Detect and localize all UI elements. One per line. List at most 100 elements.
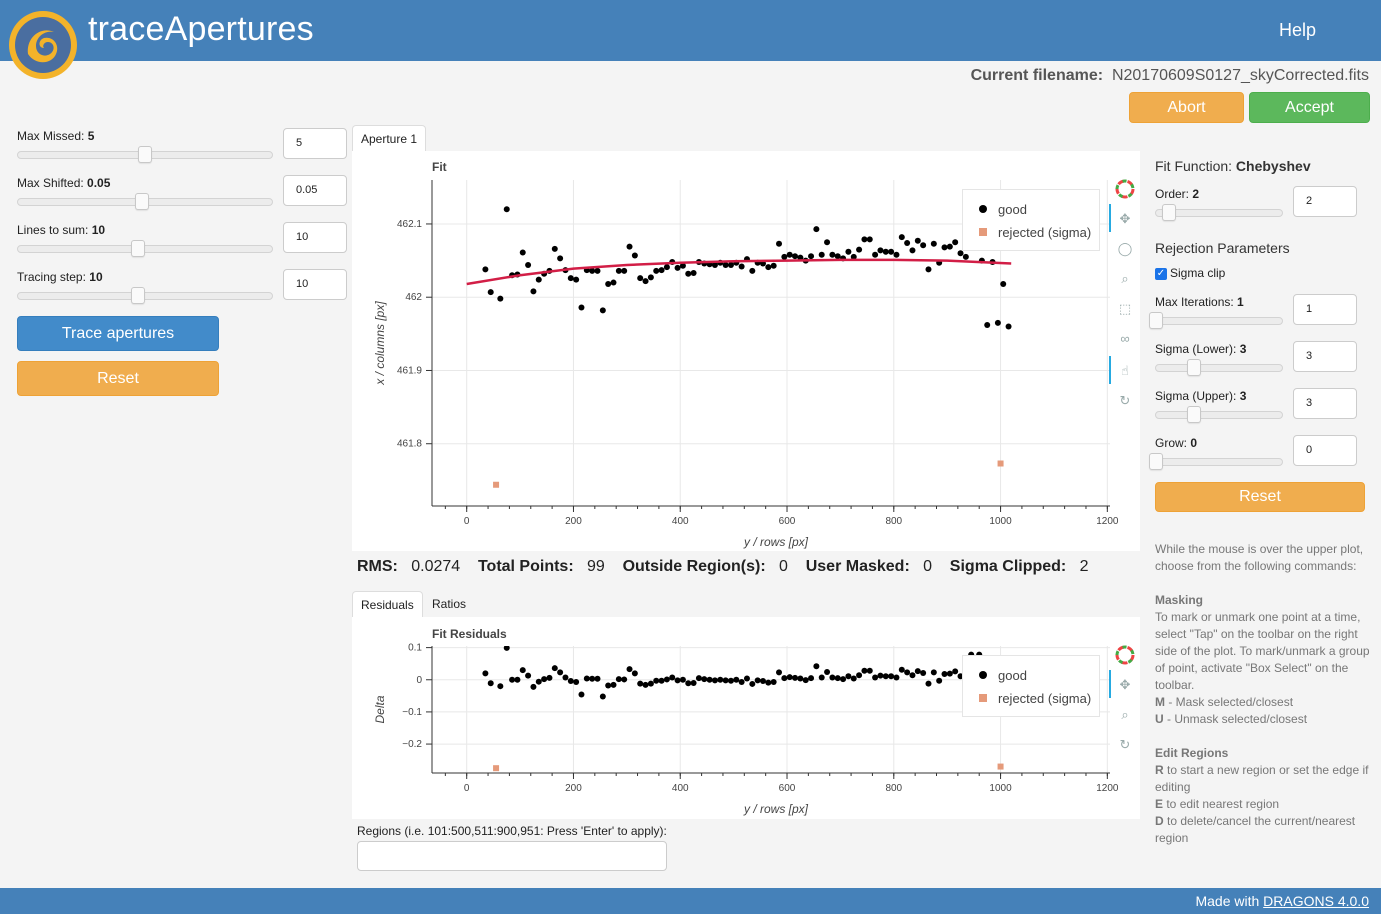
right-reset-button[interactable]: Reset	[1155, 482, 1365, 512]
total-points-value: 99	[587, 558, 605, 575]
good-point	[792, 253, 798, 259]
good-point	[947, 244, 953, 250]
reset-view-icon[interactable]: ↻	[1117, 393, 1133, 409]
sigma-lower-slider[interactable]	[1155, 364, 1283, 372]
good-point	[1006, 324, 1012, 330]
good-point	[562, 675, 568, 681]
help-regions-title: Edit Regions	[1155, 745, 1370, 762]
max-missed-input[interactable]: 5	[283, 128, 347, 159]
grow-slider-handle[interactable]	[1149, 453, 1163, 470]
lines-to-sum-slider-handle[interactable]	[131, 240, 145, 257]
zoom-box-icon[interactable]: ⌕	[1117, 707, 1133, 723]
good-point	[893, 675, 899, 681]
good-point	[509, 677, 515, 683]
good-point	[861, 668, 867, 674]
bokeh-logo-icon[interactable]	[1115, 645, 1135, 665]
good-point	[984, 322, 990, 328]
tab-residuals[interactable]: Residuals	[352, 591, 423, 617]
lasso-select-icon[interactable]: ∞	[1117, 331, 1133, 347]
left-reset-button[interactable]: Reset	[17, 361, 219, 396]
tap-icon[interactable]: ☝	[1117, 363, 1133, 379]
good-point	[600, 307, 606, 313]
sigma-upper-input[interactable]: 3	[1293, 388, 1357, 419]
sigma-lower-slider-handle[interactable]	[1187, 359, 1201, 376]
residual-legend: good rejected (sigma)	[962, 655, 1100, 717]
good-point	[728, 678, 734, 684]
tab-aperture-1[interactable]: Aperture 1	[352, 125, 426, 151]
sigma-upper-slider[interactable]	[1155, 411, 1283, 419]
tracing-step-slider[interactable]	[17, 292, 273, 300]
abort-button[interactable]: Abort	[1129, 92, 1244, 123]
wheel-zoom-icon[interactable]: ◯	[1117, 241, 1133, 257]
good-point	[530, 684, 536, 690]
pan-icon[interactable]: ✥	[1117, 677, 1133, 693]
good-point	[755, 677, 761, 683]
bokeh-logo-icon[interactable]	[1115, 179, 1135, 199]
good-point	[589, 268, 595, 274]
good-point	[616, 268, 622, 274]
user-masked-value: 0	[923, 558, 932, 575]
good-point	[931, 669, 937, 675]
max-iterations-slider-handle[interactable]	[1149, 312, 1163, 329]
pan-icon[interactable]: ✥	[1117, 211, 1133, 227]
good-point	[835, 253, 841, 259]
good-point	[675, 677, 681, 683]
zoom-box-icon[interactable]: ⌕	[1117, 271, 1133, 287]
good-point	[675, 265, 681, 271]
fit-plot-toolbar: ✥ ◯ ⌕ ⬚ ∞ ☝ ↻	[1112, 176, 1138, 416]
good-point	[632, 670, 638, 676]
tracing-step-slider-handle[interactable]	[131, 287, 145, 304]
lines-to-sum-input[interactable]: 10	[283, 222, 347, 253]
y-tick-label: −0.2	[402, 739, 422, 750]
legend-good-marker	[979, 205, 987, 213]
good-point	[621, 676, 627, 682]
trace-apertures-button[interactable]: Trace apertures	[17, 316, 219, 351]
tracing-step-input[interactable]: 10	[283, 269, 347, 300]
grow-input[interactable]: 0	[1293, 435, 1357, 466]
good-point	[888, 249, 894, 255]
order-input[interactable]: 2	[1293, 186, 1357, 217]
sigma-lower-input[interactable]: 3	[1293, 341, 1357, 372]
help-link[interactable]: Help	[1279, 20, 1316, 41]
good-point	[787, 674, 793, 680]
max-iterations-input[interactable]: 1	[1293, 294, 1357, 325]
box-select-icon[interactable]: ⬚	[1117, 301, 1133, 317]
max-shifted-slider-handle[interactable]	[135, 193, 149, 210]
residual-plot[interactable]: 0 200 400 600 800 1000 1200 0.1 0 −0.1 −0.2 y / row…	[352, 617, 1140, 819]
tracing-step-label: Tracing step: 10	[17, 270, 103, 284]
sigma-clip-checkbox[interactable]: ✓	[1155, 268, 1167, 280]
lines-to-sum-slider[interactable]	[17, 245, 273, 253]
order-slider-handle[interactable]	[1162, 204, 1176, 221]
max-missed-slider-handle[interactable]	[138, 146, 152, 163]
good-point	[952, 239, 958, 245]
good-point	[925, 681, 931, 687]
legend-good-label: good	[998, 202, 1027, 217]
good-point	[664, 264, 670, 270]
good-point	[947, 671, 953, 677]
accept-button[interactable]: Accept	[1249, 92, 1370, 123]
reset-view-icon[interactable]: ↻	[1117, 737, 1133, 753]
good-point	[840, 676, 846, 682]
grow-label: Grow: 0	[1155, 436, 1197, 450]
x-tick-label: 0	[464, 783, 470, 794]
good-point	[497, 683, 503, 689]
dragons-link[interactable]: DRAGONS 4.0.0	[1263, 893, 1369, 909]
regions-input[interactable]	[357, 841, 667, 871]
y-tick-label: 461.8	[397, 439, 422, 450]
good-point	[536, 679, 542, 685]
good-point	[643, 278, 649, 284]
good-point	[749, 681, 755, 687]
x-tick-label: 600	[779, 516, 796, 527]
good-point	[701, 676, 707, 682]
good-point	[781, 675, 787, 681]
good-point	[659, 678, 665, 684]
good-point	[578, 692, 584, 698]
x-tick-label: 200	[565, 783, 582, 794]
max-shifted-input[interactable]: 0.05	[283, 175, 347, 206]
max-iterations-slider[interactable]	[1155, 317, 1283, 325]
sigma-upper-slider-handle[interactable]	[1187, 406, 1201, 423]
good-point	[829, 252, 835, 258]
rms-value: 0.0274	[411, 558, 460, 575]
tab-ratios[interactable]: Ratios	[424, 591, 474, 617]
grow-slider[interactable]	[1155, 458, 1283, 466]
